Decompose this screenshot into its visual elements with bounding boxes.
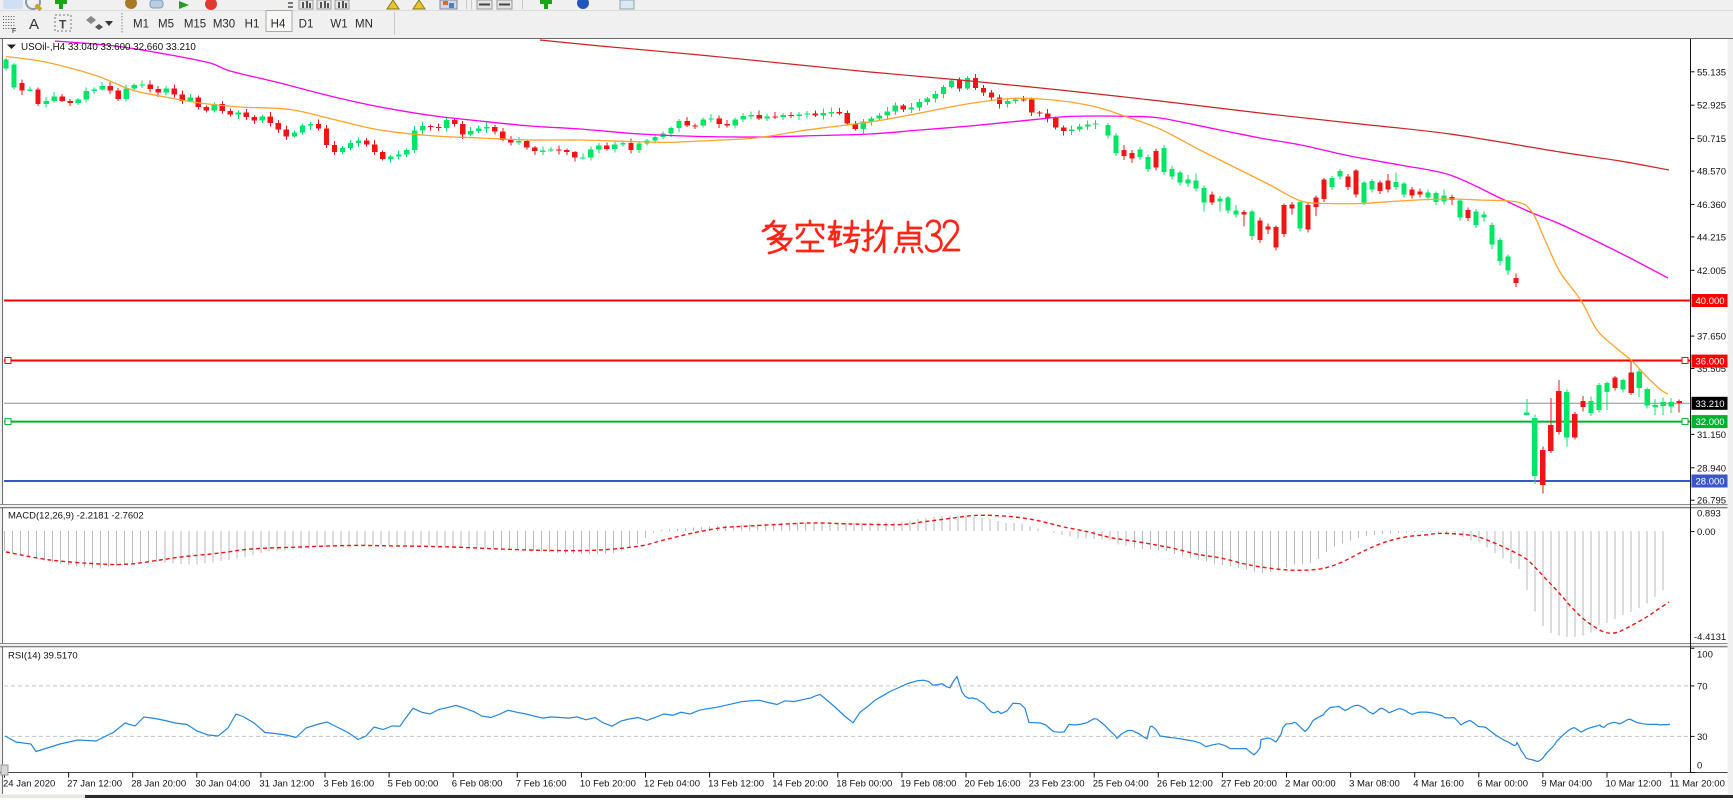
svg-text:32.000: 32.000 (1696, 417, 1725, 428)
svg-text:100: 100 (1697, 650, 1713, 661)
svg-text:27 Feb 20:00: 27 Feb 20:00 (1221, 779, 1277, 790)
svg-text:18 Feb 00:00: 18 Feb 00:00 (836, 779, 892, 790)
svg-text:48.570: 48.570 (1697, 167, 1726, 178)
svg-text:MACD(12,26,9) -2.2181 -2.7602: MACD(12,26,9) -2.2181 -2.7602 (8, 511, 144, 522)
svg-text:20 Feb 16:00: 20 Feb 16:00 (965, 779, 1021, 790)
svg-text:H4: H4 (271, 19, 286, 31)
svg-text:0: 0 (1697, 761, 1702, 772)
svg-text:46.360: 46.360 (1697, 200, 1726, 211)
svg-text:M15: M15 (184, 19, 206, 31)
svg-text:M1: M1 (133, 19, 149, 31)
svg-text:7 Feb 16:00: 7 Feb 16:00 (516, 779, 567, 790)
svg-text:6 Feb 08:00: 6 Feb 08:00 (452, 779, 503, 790)
svg-text:4 Mar 16:00: 4 Mar 16:00 (1413, 779, 1464, 790)
svg-text:13 Feb 12:00: 13 Feb 12:00 (708, 779, 764, 790)
svg-text:A: A (29, 16, 39, 33)
svg-text:42.005: 42.005 (1697, 266, 1726, 277)
svg-text:-4.4131: -4.4131 (1694, 632, 1726, 643)
svg-text:19 Feb 08:00: 19 Feb 08:00 (900, 779, 956, 790)
svg-text:9 Mar 04:00: 9 Mar 04:00 (1541, 779, 1592, 790)
svg-text:55.135: 55.135 (1697, 67, 1726, 78)
svg-text:14 Feb 20:00: 14 Feb 20:00 (772, 779, 828, 790)
svg-text:10 Feb 20:00: 10 Feb 20:00 (580, 779, 636, 790)
svg-text:12 Feb 04:00: 12 Feb 04:00 (644, 779, 700, 790)
svg-text:23 Feb 23:00: 23 Feb 23:00 (1029, 779, 1085, 790)
svg-text:D1: D1 (299, 19, 314, 31)
svg-text:MN: MN (355, 19, 373, 31)
svg-text:52.925: 52.925 (1697, 101, 1726, 112)
svg-text:28.000: 28.000 (1696, 477, 1725, 488)
svg-text:30 Jan 04:00: 30 Jan 04:00 (195, 779, 250, 790)
svg-text:28 Jan 20:00: 28 Jan 20:00 (131, 779, 186, 790)
svg-text:T: T (59, 18, 67, 32)
svg-text:6 Mar 00:00: 6 Mar 00:00 (1477, 779, 1528, 790)
svg-text:0.00: 0.00 (1697, 527, 1716, 538)
svg-text:31 Jan 12:00: 31 Jan 12:00 (259, 779, 314, 790)
svg-text:27 Jan 12:00: 27 Jan 12:00 (67, 779, 122, 790)
svg-text:31.150: 31.150 (1697, 430, 1726, 441)
svg-text:37.650: 37.650 (1697, 332, 1726, 343)
svg-text:24 Jan 2020: 24 Jan 2020 (3, 779, 55, 790)
svg-text:5 Feb 00:00: 5 Feb 00:00 (388, 779, 439, 790)
svg-text:0.893: 0.893 (1697, 509, 1721, 520)
svg-text:2 Mar 00:00: 2 Mar 00:00 (1285, 779, 1336, 790)
svg-text:36.000: 36.000 (1696, 357, 1725, 368)
svg-text:26.795: 26.795 (1697, 496, 1726, 507)
svg-text:11 Mar 20:00: 11 Mar 20:00 (1670, 779, 1725, 790)
svg-text:10 Mar 12:00: 10 Mar 12:00 (1606, 779, 1662, 790)
svg-text:26 Feb 12:00: 26 Feb 12:00 (1157, 779, 1213, 790)
svg-text:3 Mar 08:00: 3 Mar 08:00 (1349, 779, 1400, 790)
svg-text:44.215: 44.215 (1697, 232, 1726, 243)
svg-text:28.940: 28.940 (1697, 463, 1726, 474)
svg-text:RSI(14) 39.5170: RSI(14) 39.5170 (8, 651, 78, 662)
svg-text:H1: H1 (245, 19, 260, 31)
svg-text:33.210: 33.210 (1696, 399, 1725, 410)
svg-text:M30: M30 (213, 19, 235, 31)
svg-text:25 Feb 04:00: 25 Feb 04:00 (1093, 779, 1149, 790)
svg-text:30: 30 (1697, 732, 1708, 743)
svg-text:W1: W1 (330, 19, 347, 31)
svg-text:F: F (12, 28, 16, 35)
svg-text:USOil-,H4 33.040 33.600 32.66: USOil-,H4 33.040 33.600 32.660 33.210 (21, 42, 196, 53)
svg-text:50.715: 50.715 (1697, 134, 1726, 145)
svg-text:70: 70 (1697, 681, 1708, 692)
svg-text:3 Feb 16:00: 3 Feb 16:00 (324, 779, 375, 790)
svg-text:M5: M5 (158, 19, 174, 31)
svg-text:40.000: 40.000 (1696, 296, 1725, 307)
